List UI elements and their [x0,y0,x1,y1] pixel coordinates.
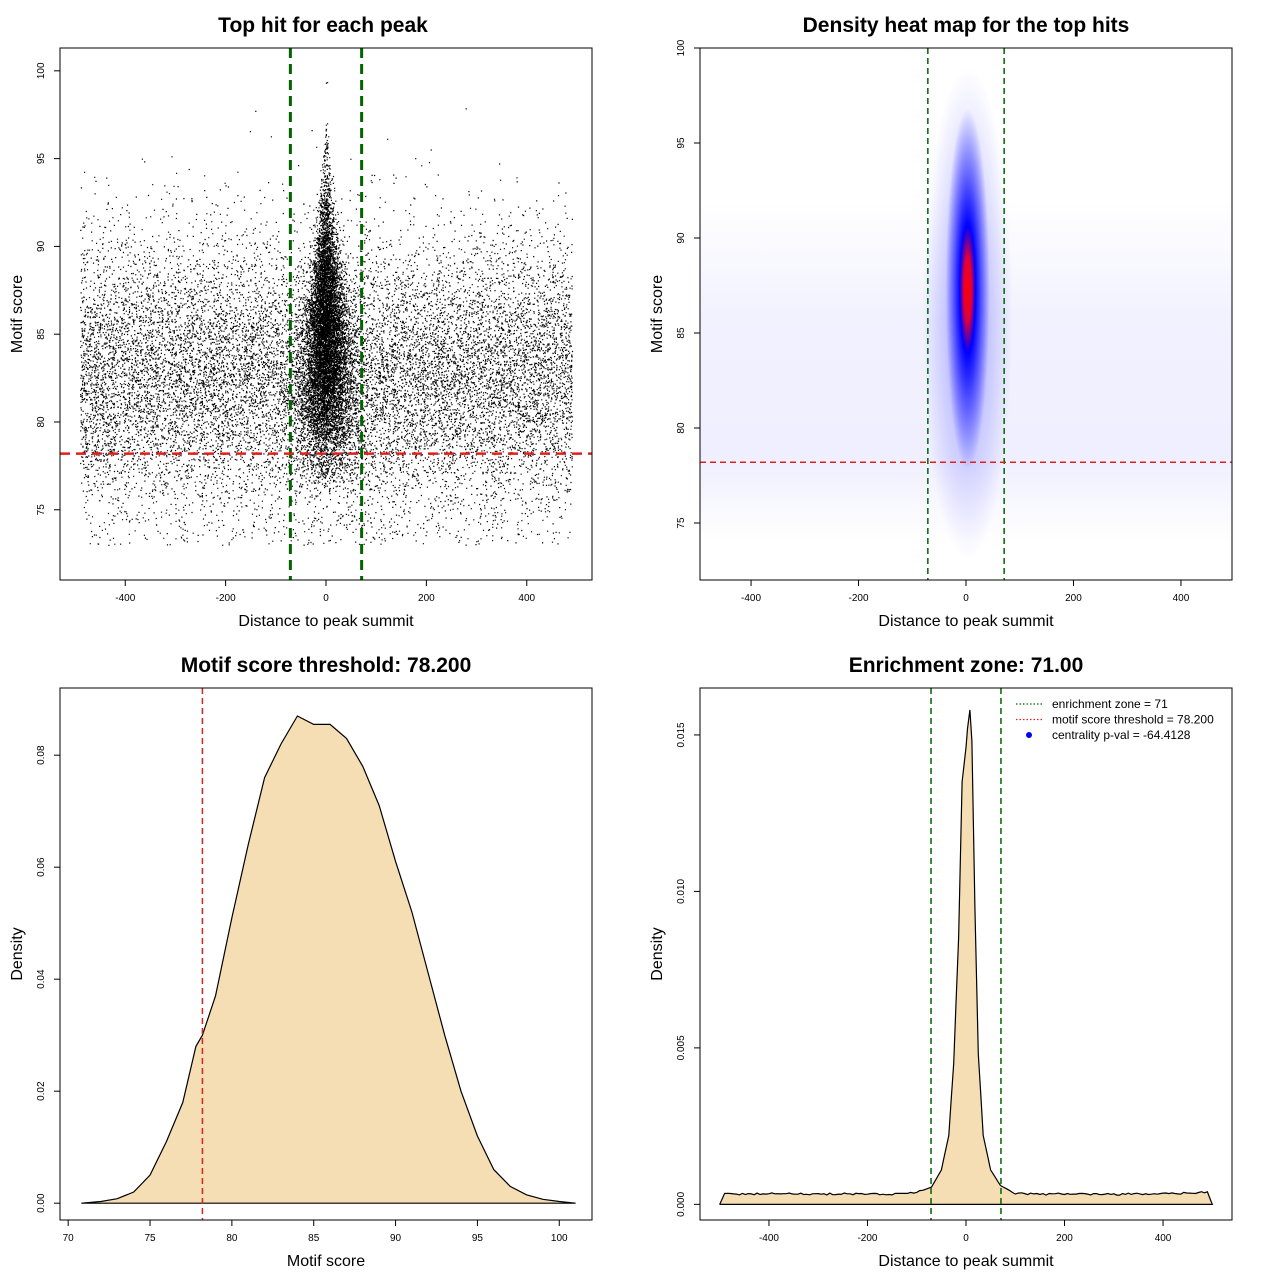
reference-lines [60,48,592,580]
y-tick-label: 95 [676,137,687,149]
y-tick-label: 85 [676,327,687,339]
density-area [719,709,1214,1205]
x-tick-label: -400 [741,593,761,604]
x-tick-label: 0 [323,593,329,604]
y-tick-label: 75 [676,517,687,529]
density-peak [945,108,990,470]
x-tick-label: 0 [963,593,969,604]
x-axis-label: Distance to peak summit [878,1253,1054,1270]
x-tick-label: 400 [1173,593,1190,604]
axes: -400 -200 0 200 400 75 80 85 90 95 100 [36,62,536,604]
y-tick-label: 80 [36,416,47,428]
heatmap-density [700,67,1232,561]
x-tick-label: 400 [518,593,535,604]
x-tick-label: 90 [390,1233,402,1244]
legend-label: centrality p-val = -64.4128 [1052,728,1191,742]
axes: -400 -200 0 200 400 75 80 85 90 95 100 [676,39,1190,604]
x-tick-label: 100 [551,1233,568,1244]
x-axis-label: Distance to peak summit [238,613,414,630]
x-axis-label: Distance to peak summit [878,613,1054,630]
y-axis-label: Density [9,927,26,980]
legend: enrichment zone = 71 motif score threshol… [1016,697,1214,742]
panel2-title: Density heat map for the top hits [803,14,1130,37]
x-tick-label: 75 [144,1233,156,1244]
y-tick-label: 85 [36,328,47,340]
y-tick-label: 0.04 [36,969,47,989]
x-tick-label: -400 [115,593,135,604]
y-tick-label: 100 [36,62,47,79]
x-tick-label: -200 [849,593,869,604]
y-tick-label: 0.000 [676,1191,687,1216]
y-axis-label: Motif score [649,275,666,353]
panel4-title: Enrichment zone: 71.00 [849,654,1084,677]
y-tick-label: 90 [36,240,47,252]
y-tick-label: 95 [36,153,47,165]
panel-score-density: Motif score threshold: 78.200 70 75 80 85 90… [9,654,593,1270]
reference-lines [930,688,1002,1220]
panel3-title: Motif score threshold: 78.200 [181,654,472,677]
x-tick-label: 400 [1155,1233,1172,1244]
y-tick-label: 80 [676,422,687,434]
y-tick-label: 0.005 [676,1035,687,1060]
x-tick-label: -200 [857,1233,877,1244]
y-tick-label: 0.00 [36,1193,47,1213]
y-axis-label: Density [649,927,666,980]
panel-scatter: Top hit for each peak -400 -200 0 200 400 75 8… [9,14,593,630]
density-area [81,715,576,1204]
reference-lines [700,48,1232,580]
legend-swatch [1026,732,1032,738]
legend-label: motif score threshold = 78.200 [1052,713,1214,727]
x-tick-label: 95 [472,1233,484,1244]
x-tick-label: -400 [759,1233,779,1244]
x-tick-label: 200 [1065,593,1082,604]
panel-distance-density: Enrichment zone: 71.00 -400 -200 0 200 400 0.… [649,654,1233,1270]
x-tick-label: 85 [308,1233,320,1244]
scatter-points [80,82,574,546]
y-axis-label: Motif score [9,275,26,353]
density-curve [81,715,576,1204]
panel1-title: Top hit for each peak [218,14,428,37]
x-tick-label: 70 [63,1233,75,1244]
x-tick-label: 0 [963,1233,969,1244]
y-tick-label: 0.010 [676,878,687,903]
axes: 70 75 80 85 90 95 100 0.00 0.02 0.04 0.06 0.08 [36,745,568,1244]
y-tick-label: 0.015 [676,722,687,747]
y-tick-label: 100 [676,39,687,56]
y-tick-label: 90 [676,232,687,244]
y-tick-label: 0.06 [36,857,47,877]
x-tick-label: -200 [216,593,236,604]
legend-label: enrichment zone = 71 [1052,697,1168,711]
y-tick-label: 75 [36,504,47,516]
y-tick-label: 0.02 [36,1081,47,1101]
y-tick-label: 0.08 [36,745,47,765]
density-curve [719,709,1214,1205]
x-tick-label: 200 [1056,1233,1073,1244]
x-tick-label: 200 [418,593,435,604]
panel-heatmap: Density heat map for the top hits -400 -2… [649,14,1233,630]
axes: -400 -200 0 200 400 0.000 0.005 0.010 0.015 [676,722,1172,1244]
x-tick-label: 80 [226,1233,238,1244]
scatter-point-cloud [80,82,574,546]
x-axis-label: Motif score [287,1253,365,1270]
